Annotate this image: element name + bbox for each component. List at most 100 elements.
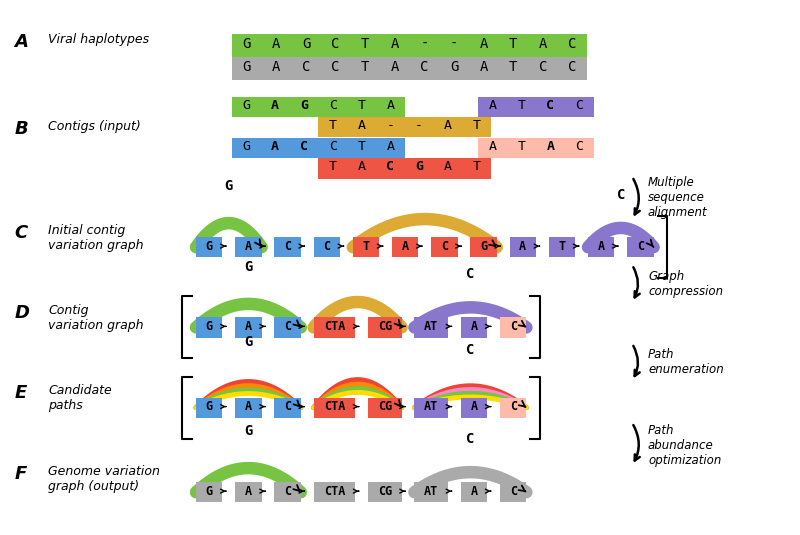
- Text: T: T: [473, 160, 481, 173]
- Text: C: C: [284, 400, 291, 413]
- Text: CG: CG: [378, 400, 392, 413]
- Text: T: T: [361, 60, 370, 74]
- FancyBboxPatch shape: [461, 317, 487, 338]
- FancyBboxPatch shape: [235, 317, 262, 338]
- Text: A: A: [538, 37, 547, 51]
- Text: T: T: [329, 119, 337, 132]
- Text: AT: AT: [424, 320, 438, 333]
- FancyBboxPatch shape: [196, 237, 222, 257]
- FancyBboxPatch shape: [500, 398, 526, 418]
- Text: C: C: [329, 140, 337, 153]
- Text: T: T: [361, 37, 370, 51]
- Text: C: C: [441, 240, 448, 253]
- Text: A: A: [470, 400, 478, 413]
- FancyBboxPatch shape: [274, 317, 301, 338]
- Text: A: A: [390, 37, 399, 51]
- FancyBboxPatch shape: [232, 57, 587, 80]
- Text: G: G: [206, 485, 213, 498]
- Text: T: T: [358, 140, 366, 153]
- FancyBboxPatch shape: [232, 138, 405, 158]
- FancyBboxPatch shape: [510, 237, 536, 257]
- Text: C: C: [284, 320, 291, 333]
- FancyBboxPatch shape: [232, 34, 587, 57]
- FancyBboxPatch shape: [478, 97, 594, 117]
- FancyBboxPatch shape: [627, 237, 654, 257]
- Text: Graph
compression: Graph compression: [648, 270, 723, 297]
- Text: T: T: [358, 99, 366, 112]
- FancyBboxPatch shape: [235, 482, 262, 502]
- Text: C: C: [302, 60, 310, 74]
- FancyBboxPatch shape: [235, 237, 262, 257]
- Text: G: G: [244, 335, 253, 349]
- Text: A: A: [245, 320, 252, 333]
- Text: G: G: [206, 240, 213, 253]
- FancyBboxPatch shape: [314, 398, 355, 418]
- Text: A: A: [386, 99, 394, 112]
- FancyBboxPatch shape: [461, 482, 487, 502]
- FancyBboxPatch shape: [461, 398, 487, 418]
- Text: A: A: [489, 140, 497, 153]
- Text: A: A: [14, 33, 28, 51]
- Text: C: C: [284, 485, 291, 498]
- Text: -: -: [420, 37, 429, 51]
- Text: -: -: [386, 119, 394, 132]
- Text: T: T: [509, 60, 518, 74]
- Text: C: C: [568, 60, 577, 74]
- FancyBboxPatch shape: [314, 482, 355, 502]
- Text: T: T: [473, 119, 481, 132]
- Text: G: G: [480, 240, 487, 253]
- FancyBboxPatch shape: [196, 482, 222, 502]
- Text: CTA: CTA: [324, 485, 345, 498]
- Text: A: A: [402, 240, 409, 253]
- Text: G: G: [244, 260, 253, 274]
- FancyBboxPatch shape: [414, 482, 448, 502]
- Text: G: G: [300, 99, 308, 112]
- Text: A: A: [245, 485, 252, 498]
- Text: G: G: [206, 400, 213, 413]
- Text: C: C: [538, 60, 547, 74]
- FancyBboxPatch shape: [549, 237, 575, 257]
- Text: A: A: [245, 400, 252, 413]
- Text: G: G: [242, 37, 251, 51]
- Text: -: -: [415, 119, 423, 132]
- Text: C: C: [546, 99, 554, 112]
- Text: CTA: CTA: [324, 400, 345, 413]
- Text: T: T: [518, 140, 526, 153]
- Text: C: C: [331, 37, 340, 51]
- Text: T: T: [558, 240, 566, 253]
- Text: A: A: [272, 37, 281, 51]
- Text: A: A: [444, 119, 452, 132]
- Text: G: G: [415, 160, 423, 173]
- Text: T: T: [518, 99, 526, 112]
- Text: C: C: [637, 240, 644, 253]
- Text: A: A: [271, 140, 279, 153]
- Text: C: C: [510, 485, 517, 498]
- FancyBboxPatch shape: [314, 237, 340, 257]
- Text: -: -: [450, 37, 458, 51]
- Text: Contigs (input): Contigs (input): [48, 120, 141, 133]
- Text: A: A: [489, 99, 497, 112]
- FancyBboxPatch shape: [318, 158, 491, 179]
- Text: C: C: [420, 60, 429, 74]
- FancyBboxPatch shape: [314, 317, 355, 338]
- Text: C: C: [466, 343, 474, 357]
- Text: G: G: [206, 320, 213, 333]
- Text: A: A: [444, 160, 452, 173]
- Text: CTA: CTA: [324, 320, 345, 333]
- Text: Path
abundance
optimization: Path abundance optimization: [648, 424, 722, 467]
- Text: CG: CG: [378, 485, 392, 498]
- Text: CG: CG: [378, 320, 392, 333]
- Text: C: C: [284, 240, 291, 253]
- Text: D: D: [14, 304, 30, 322]
- Text: C: C: [386, 160, 394, 173]
- FancyBboxPatch shape: [368, 317, 402, 338]
- Text: A: A: [479, 37, 488, 51]
- Text: C: C: [300, 140, 308, 153]
- FancyBboxPatch shape: [232, 97, 405, 117]
- Text: A: A: [386, 140, 394, 153]
- Text: G: G: [244, 424, 253, 438]
- FancyBboxPatch shape: [274, 398, 301, 418]
- Text: A: A: [358, 119, 366, 132]
- Text: C: C: [466, 432, 474, 446]
- Text: G: G: [242, 99, 250, 112]
